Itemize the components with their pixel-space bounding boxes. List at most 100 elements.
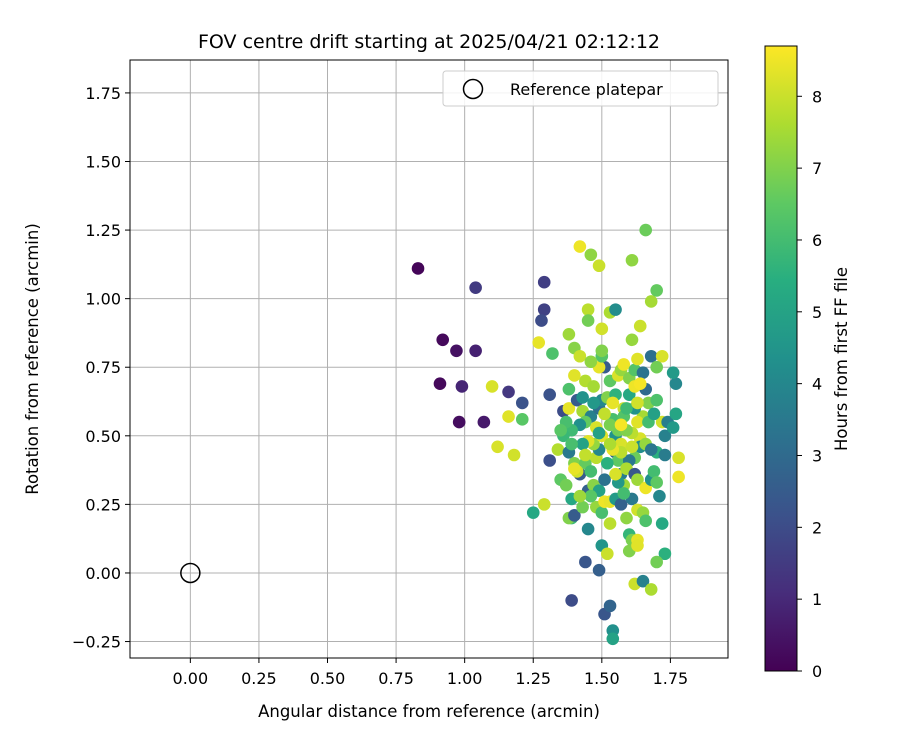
colorbar-tick-label: 5 bbox=[812, 303, 822, 322]
y-tick-label: −0.25 bbox=[72, 633, 121, 652]
y-tick-label: 1.00 bbox=[85, 290, 121, 309]
colorbar-tick-label: 2 bbox=[812, 518, 822, 537]
data-point bbox=[609, 303, 622, 316]
data-point bbox=[537, 498, 551, 511]
data-point bbox=[537, 303, 551, 316]
colorbar-tick-label: 3 bbox=[812, 446, 822, 465]
y-axis-ticks: −0.25 0.00 0.25 0.50 0.75 1.00 1.25 1.50 1.75 bbox=[72, 84, 130, 652]
data-point bbox=[666, 366, 680, 380]
data-point bbox=[620, 511, 633, 525]
legend-marker-icon bbox=[462, 78, 484, 100]
data-point bbox=[639, 223, 653, 237]
data-point bbox=[644, 349, 658, 363]
data-point bbox=[554, 424, 567, 437]
colorbar-tick-label: 1 bbox=[812, 590, 822, 609]
data-point bbox=[565, 594, 578, 607]
data-point bbox=[579, 448, 592, 462]
data-point bbox=[658, 448, 672, 462]
data-point bbox=[411, 262, 425, 275]
data-point bbox=[595, 506, 609, 519]
data-point bbox=[584, 355, 598, 369]
data-point bbox=[584, 489, 598, 503]
data-point bbox=[625, 440, 639, 454]
data-point bbox=[581, 314, 595, 327]
data-point bbox=[595, 322, 609, 336]
data-point bbox=[609, 467, 622, 481]
data-point bbox=[633, 319, 647, 333]
data-point bbox=[576, 391, 589, 404]
y-tick-label: 0.75 bbox=[85, 358, 121, 377]
data-point bbox=[592, 259, 606, 273]
data-point bbox=[631, 473, 644, 486]
data-point bbox=[491, 440, 504, 454]
data-point bbox=[568, 509, 581, 522]
data-point bbox=[573, 349, 587, 363]
data-point bbox=[436, 333, 450, 347]
x-tick-label: 0.00 bbox=[173, 669, 209, 688]
data-point bbox=[562, 402, 576, 415]
data-point bbox=[502, 385, 515, 399]
data-point bbox=[669, 377, 683, 390]
data-point bbox=[584, 465, 598, 478]
data-point bbox=[631, 396, 644, 410]
colorbar-ticks: 0 1 2 3 4 5 6 7 8 bbox=[797, 87, 822, 681]
data-point bbox=[559, 478, 573, 492]
data-point bbox=[603, 418, 617, 432]
data-point bbox=[631, 352, 644, 366]
data-point bbox=[568, 462, 581, 476]
data-point bbox=[601, 456, 614, 470]
data-point bbox=[625, 253, 639, 267]
x-tick-label: 0.50 bbox=[310, 669, 346, 688]
colorbar-label: Hours from first FF file bbox=[832, 267, 851, 451]
x-tick-label: 1.75 bbox=[653, 669, 689, 688]
data-point bbox=[606, 632, 620, 646]
data-point bbox=[592, 563, 606, 577]
data-point bbox=[647, 465, 661, 478]
data-point bbox=[620, 402, 633, 415]
data-point bbox=[614, 418, 628, 432]
data-point bbox=[543, 388, 556, 401]
data-point bbox=[573, 240, 587, 253]
data-point bbox=[581, 522, 595, 536]
data-point bbox=[655, 349, 669, 363]
data-point bbox=[565, 437, 578, 451]
data-point bbox=[650, 284, 663, 297]
data-point bbox=[598, 473, 611, 486]
colorbar-tick-label: 0 bbox=[812, 662, 822, 681]
data-point bbox=[636, 574, 650, 588]
x-tick-label: 1.50 bbox=[584, 669, 620, 688]
y-axis-label: Rotation from reference (arcmin) bbox=[23, 223, 42, 495]
data-point bbox=[455, 380, 469, 393]
data-point bbox=[452, 415, 466, 429]
data-point bbox=[469, 281, 482, 294]
legend: Reference platepar bbox=[442, 70, 719, 107]
data-point bbox=[614, 498, 628, 511]
data-point bbox=[650, 476, 663, 489]
data-point bbox=[546, 347, 559, 360]
colorbar-tick-label: 7 bbox=[812, 159, 822, 178]
data-point bbox=[562, 328, 576, 341]
chart-title: FOV centre drift starting at 2025/04/21 … bbox=[198, 31, 660, 53]
data-point bbox=[515, 396, 529, 410]
colorbar: 0 1 2 3 4 5 6 7 8 Hours from first FF file bbox=[764, 45, 851, 681]
y-tick-label: 0.50 bbox=[85, 427, 121, 446]
data-point bbox=[603, 437, 617, 451]
data-point bbox=[507, 448, 521, 462]
plot-frame bbox=[129, 59, 729, 659]
data-point bbox=[672, 470, 685, 484]
data-point bbox=[568, 369, 581, 382]
data-point bbox=[502, 410, 515, 423]
data-point bbox=[581, 303, 595, 316]
y-tick-label: 1.25 bbox=[85, 221, 121, 240]
data-point bbox=[562, 382, 576, 396]
data-points bbox=[180, 223, 685, 646]
data-point bbox=[485, 380, 499, 393]
data-point bbox=[650, 555, 663, 569]
data-point bbox=[477, 415, 491, 429]
x-tick-label: 0.25 bbox=[241, 669, 277, 688]
data-point bbox=[606, 396, 620, 410]
colorbar-tick-label: 4 bbox=[812, 375, 822, 394]
colorbar-tick-label: 6 bbox=[812, 231, 822, 250]
data-point bbox=[579, 555, 592, 569]
